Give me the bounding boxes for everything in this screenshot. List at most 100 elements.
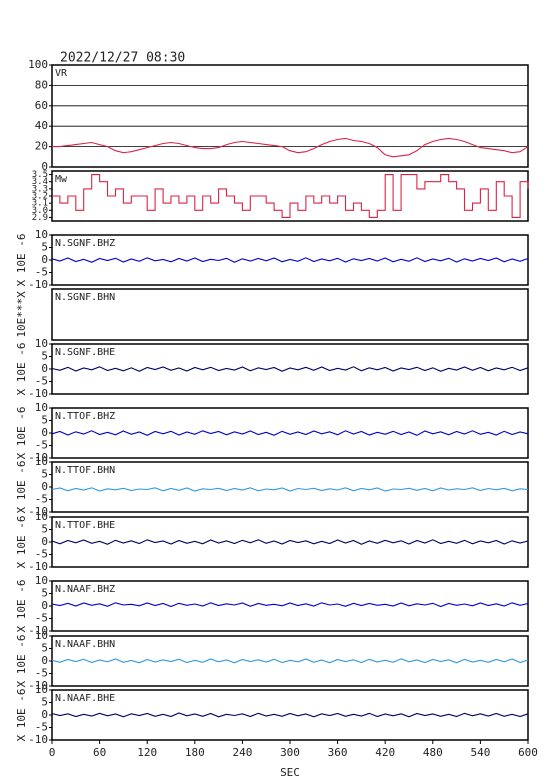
y-tick-label: 5 xyxy=(41,414,48,427)
panel-frame xyxy=(51,689,529,741)
x-tick-label: 240 xyxy=(232,746,252,759)
waveform xyxy=(51,658,529,664)
y-tick-label: 10 xyxy=(35,228,48,241)
chart-title: 2022/12/27 08:30 xyxy=(60,51,185,66)
waveform xyxy=(51,539,529,545)
waveform xyxy=(52,137,529,158)
y-tick-label: -10 xyxy=(28,451,48,464)
y-tick-label: 0 xyxy=(41,362,48,375)
y-tick-label: 10 xyxy=(35,510,48,523)
panel-name: N.TTOF.BHE xyxy=(55,520,115,531)
panel-name: N.TTOF.BHN xyxy=(55,465,115,476)
x-tick-label: 120 xyxy=(137,746,157,759)
y-tick-label: -5 xyxy=(35,548,48,561)
y-tick-label: 60 xyxy=(35,99,48,112)
panel-name: N.SGNF.BHE xyxy=(55,347,115,358)
panel-name: N.SGNF.BHZ xyxy=(55,238,115,249)
y-axis-label: X 10E -6 xyxy=(15,689,28,742)
y-tick-label: -5 xyxy=(35,493,48,506)
y-tick-label: -10 xyxy=(28,679,48,692)
y-axis-label: 10E***X xyxy=(15,291,28,338)
y-axis-label: X 10E -6 xyxy=(15,461,28,514)
waveform xyxy=(51,430,529,436)
waveform xyxy=(51,712,529,718)
y-tick-label: 10 xyxy=(35,629,48,642)
panel-frame xyxy=(51,516,529,568)
y-tick-label: 5 xyxy=(41,241,48,254)
y-tick-label: 80 xyxy=(35,78,48,91)
y-tick-label: 0 xyxy=(41,535,48,548)
y-tick-label: -5 xyxy=(35,667,48,680)
y-tick-label: 2.9 xyxy=(32,213,48,223)
panel-name: N.TTOF.BHZ xyxy=(55,411,115,422)
panel-frame xyxy=(51,461,529,513)
y-tick-label: 40 xyxy=(35,119,48,132)
y-tick-label: 3.4 xyxy=(32,177,48,187)
x-tick-label: 0 xyxy=(49,746,56,759)
y-tick-label: -10 xyxy=(28,387,48,400)
y-tick-label: -10 xyxy=(28,733,48,746)
y-axis-label: X 10E -6 xyxy=(15,343,28,396)
x-tick-label: 540 xyxy=(470,746,490,759)
panel-name: N.NAAF.BHN xyxy=(55,639,115,650)
y-tick-label: 10 xyxy=(35,337,48,350)
y-tick-label: 0 xyxy=(41,599,48,612)
step-line xyxy=(52,174,529,218)
x-axis-label: SEC xyxy=(280,766,300,779)
y-tick-label: 0 xyxy=(41,708,48,721)
y-tick-label: 20 xyxy=(35,140,48,153)
y-tick-label: 0 xyxy=(41,654,48,667)
y-tick-label: 3.0 xyxy=(32,206,48,216)
y-tick-label: -5 xyxy=(35,375,48,388)
panel-frame xyxy=(51,635,529,687)
y-tick-label: -5 xyxy=(35,612,48,625)
x-tick-label: 180 xyxy=(185,746,205,759)
panel-frame xyxy=(51,288,529,341)
panel-name: N.NAAF.BHZ xyxy=(55,584,115,595)
y-tick-label: -10 xyxy=(28,505,48,518)
y-axis-label: X 10E -6 xyxy=(15,407,28,460)
x-tick-label: 360 xyxy=(328,746,348,759)
y-tick-label: -5 xyxy=(35,721,48,734)
y-tick-label: 0 xyxy=(41,426,48,439)
y-tick-label: 100 xyxy=(28,58,48,71)
y-tick-label: 5 xyxy=(41,642,48,655)
y-tick-label: -5 xyxy=(35,439,48,452)
y-tick-label: 10 xyxy=(35,401,48,414)
waveform xyxy=(51,487,529,492)
x-tick-label: 300 xyxy=(280,746,300,759)
y-tick-label: 5 xyxy=(41,696,48,709)
y-tick-label: 0 xyxy=(41,160,48,173)
y-axis-label: X 10E -6 xyxy=(15,516,28,569)
x-tick-label: 60 xyxy=(93,746,106,759)
panel-frame xyxy=(51,407,529,459)
y-tick-label: -10 xyxy=(28,624,48,637)
y-tick-label: 5 xyxy=(41,468,48,481)
panel-name: N.SGNF.BHN xyxy=(55,292,115,303)
panel-frame xyxy=(51,580,529,632)
y-tick-label: 0 xyxy=(41,253,48,266)
panel-frame xyxy=(51,343,529,395)
panel-name: VR xyxy=(55,68,68,79)
y-tick-label: -5 xyxy=(35,266,48,279)
x-tick-label: 480 xyxy=(423,746,443,759)
y-axis-label: X 10E -6 xyxy=(15,580,28,633)
y-axis-label: X 10E -6 xyxy=(15,234,28,287)
x-tick-label: 600 xyxy=(518,746,538,759)
waveform xyxy=(51,602,529,608)
y-tick-label: 3.2 xyxy=(32,192,48,202)
y-tick-label: 3.1 xyxy=(32,199,48,209)
y-tick-label: 10 xyxy=(35,683,48,696)
y-tick-label: -10 xyxy=(28,560,48,573)
panel-name: N.NAAF.BHE xyxy=(55,693,115,704)
panel-name: Mw xyxy=(55,174,68,185)
y-tick-label: 5 xyxy=(41,523,48,536)
y-tick-label: 0 xyxy=(41,480,48,493)
waveform xyxy=(51,257,529,263)
panel-frame xyxy=(51,64,529,168)
y-tick-label: 10 xyxy=(35,574,48,587)
y-tick-label: 3.5 xyxy=(32,170,48,180)
y-tick-label: 3.3 xyxy=(32,184,48,194)
y-axis-label: X 10E -6 xyxy=(15,635,28,688)
